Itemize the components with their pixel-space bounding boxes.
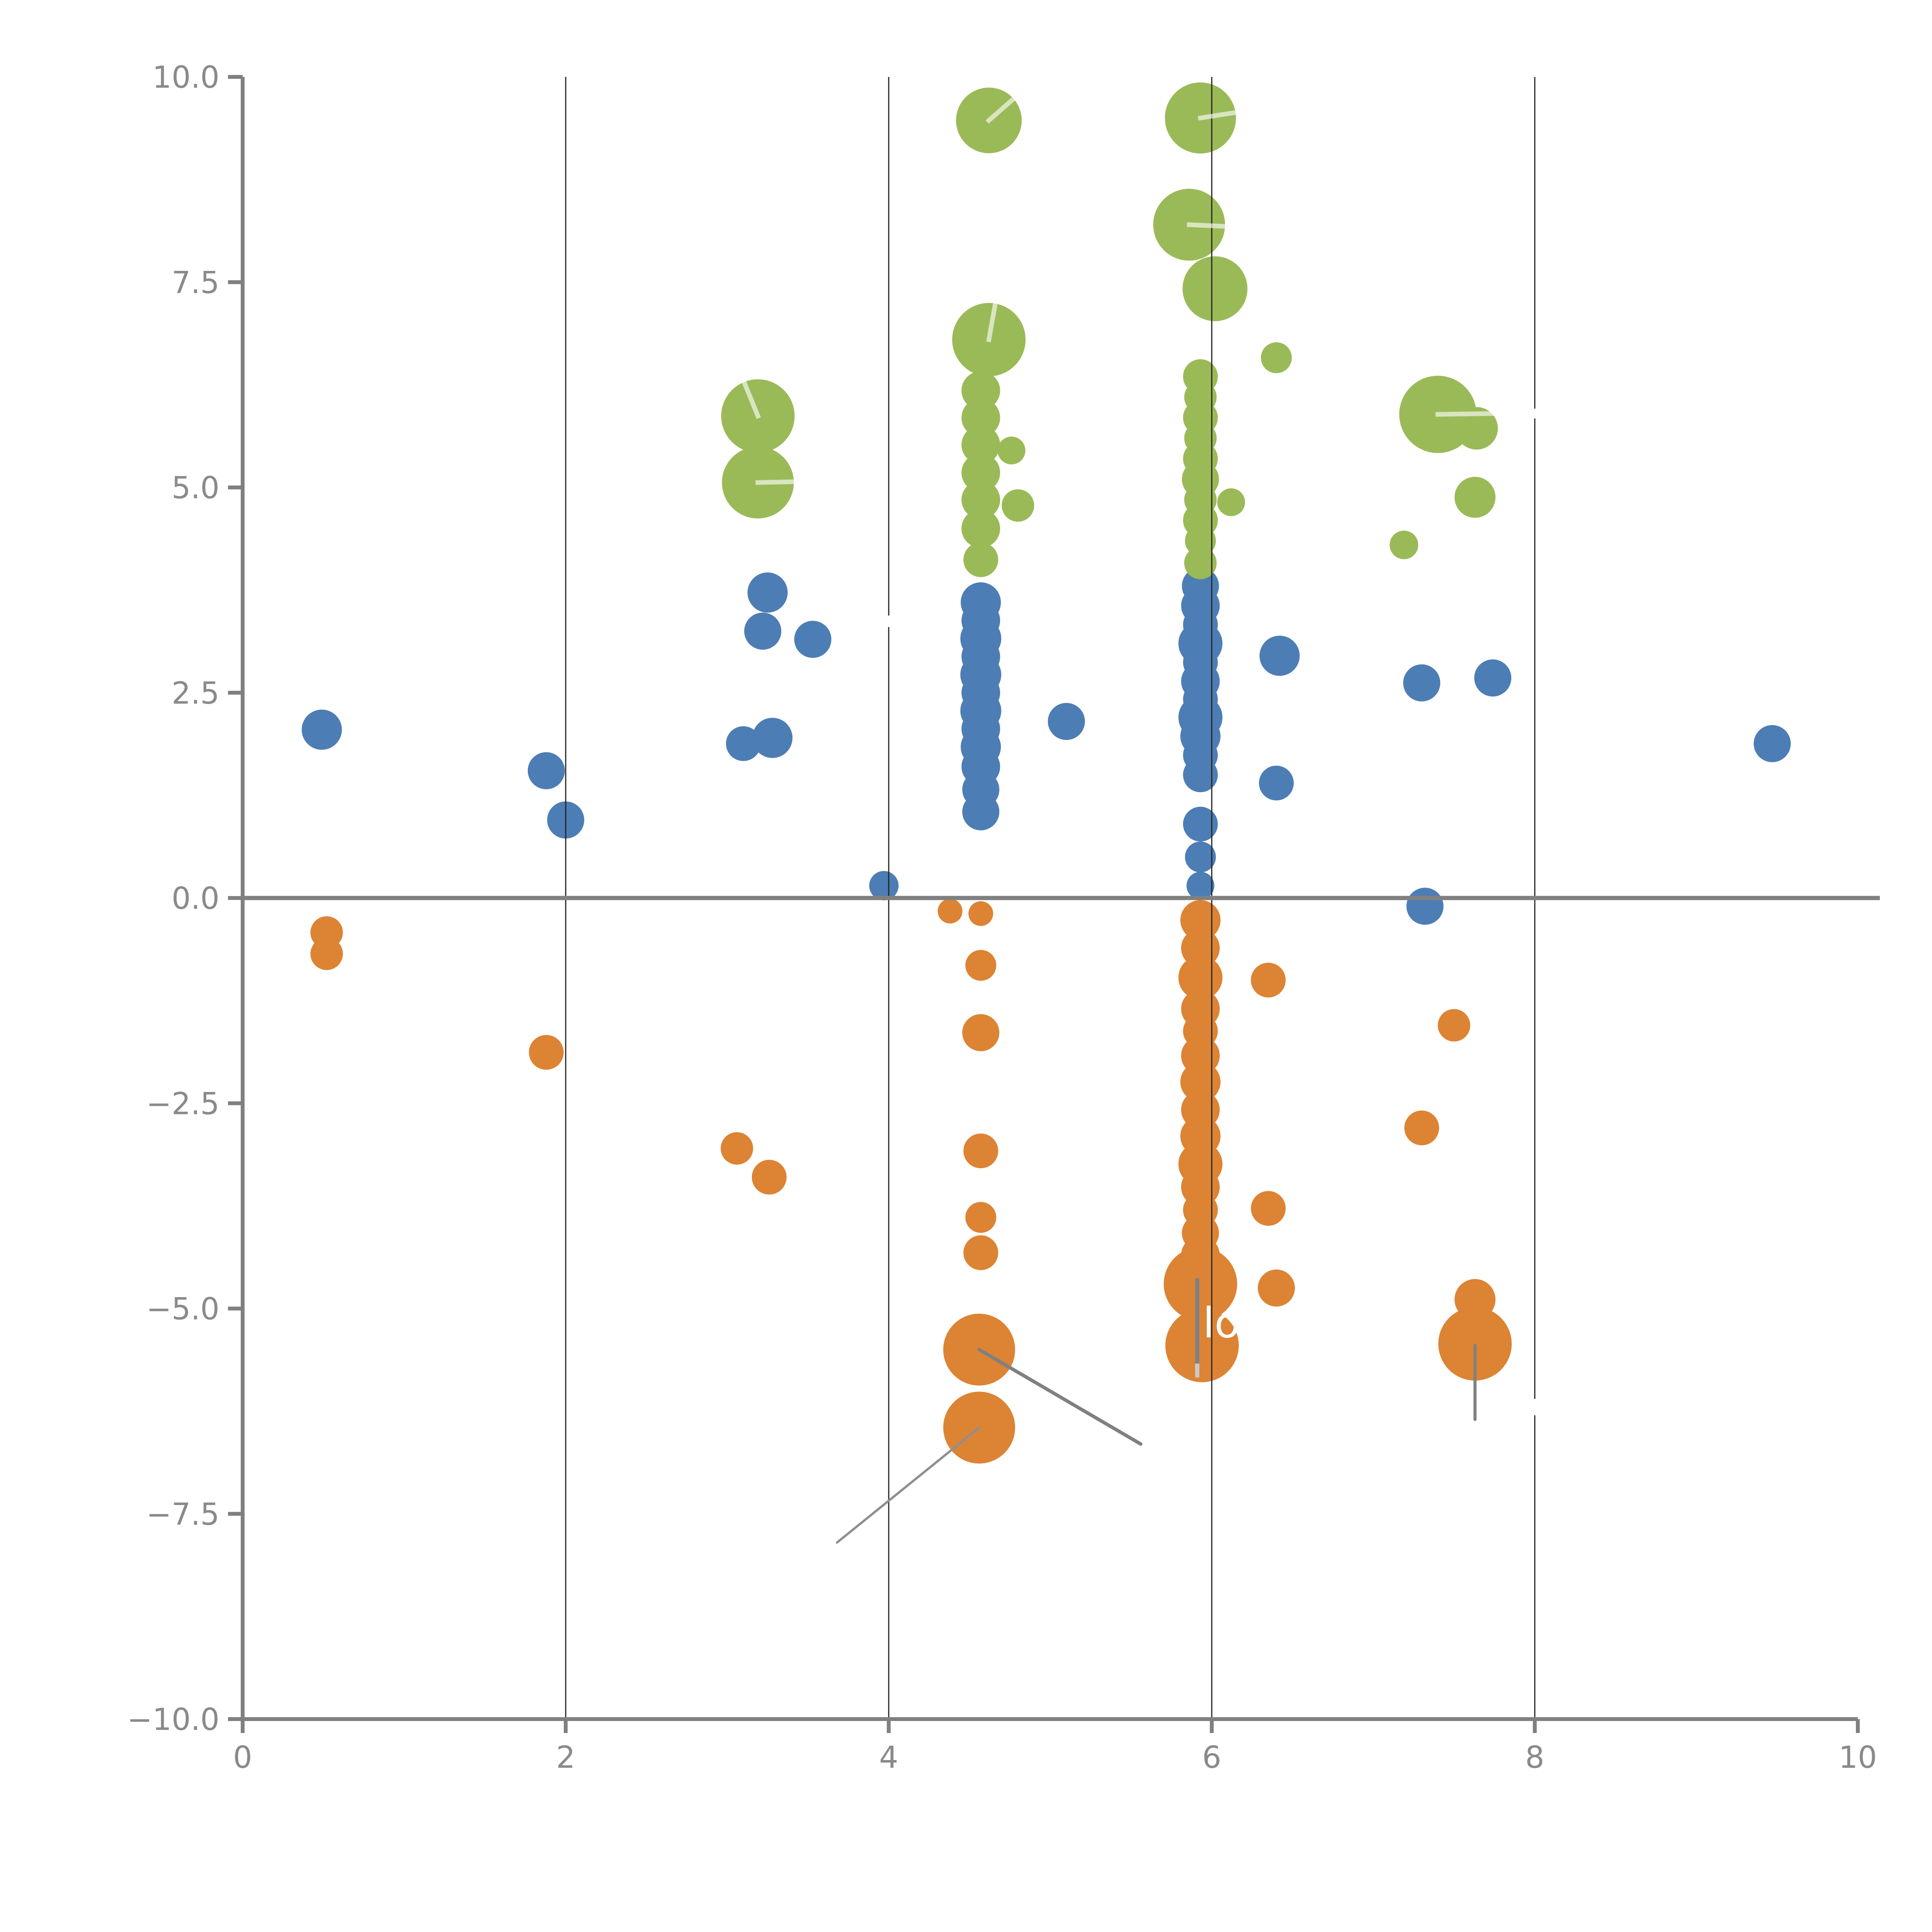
data-point[interactable] — [1454, 477, 1496, 518]
white-annotation-lines — [735, 92, 1545, 485]
white-text-annotation: lo — [1203, 1299, 1240, 1347]
y-tick-label: 2.5 — [172, 676, 219, 711]
y-tick-labels: 10.0 7.5 5.0 2.5 0.0 −2.5 −5.0 −7.5 −10.0 — [127, 60, 219, 1737]
data-point[interactable] — [962, 793, 1000, 830]
data-point[interactable] — [1183, 757, 1218, 793]
data-point[interactable] — [1182, 256, 1248, 321]
data-point[interactable] — [794, 621, 832, 658]
gray-annotation-lines — [836, 1278, 1477, 1544]
data-point[interactable] — [1165, 1309, 1239, 1383]
data-point[interactable] — [1258, 1269, 1295, 1307]
x-tick-label: 4 — [879, 1740, 898, 1775]
data-point[interactable] — [965, 950, 997, 981]
data-point[interactable] — [961, 509, 1000, 548]
data-point[interactable] — [997, 436, 1026, 464]
data-point[interactable] — [1180, 1062, 1221, 1102]
y-tick-label: −2.5 — [146, 1087, 219, 1121]
data-point[interactable] — [1002, 489, 1034, 522]
data-point[interactable] — [1259, 636, 1300, 676]
data-point[interactable] — [1181, 929, 1220, 968]
points-green — [721, 82, 1498, 579]
x-tick-label: 0 — [233, 1740, 252, 1775]
x-tick-label: 6 — [1202, 1740, 1221, 1775]
data-point[interactable] — [1048, 703, 1085, 740]
x-tick-labels: 0 2 4 6 8 10 — [233, 1740, 1877, 1775]
data-point[interactable] — [962, 1014, 1000, 1051]
x-tick-label: 8 — [1525, 1740, 1544, 1775]
data-point[interactable] — [961, 371, 1000, 410]
y-tick-label: −10.0 — [127, 1702, 219, 1737]
data-point[interactable] — [1438, 1009, 1470, 1042]
data-point[interactable] — [1185, 525, 1216, 556]
data-point[interactable] — [1251, 963, 1286, 998]
data-point[interactable] — [968, 901, 993, 926]
points-orange — [310, 899, 1512, 1464]
data-point[interactable] — [1753, 725, 1791, 762]
data-point[interactable] — [937, 899, 963, 923]
data-point[interactable] — [1474, 659, 1512, 697]
x-ticks — [241, 1719, 1860, 1733]
data-point[interactable] — [961, 480, 1000, 519]
data-point[interactable] — [726, 726, 761, 761]
data-point[interactable] — [1261, 342, 1292, 373]
y-tick-label: −7.5 — [146, 1497, 219, 1532]
data-point[interactable] — [961, 398, 1000, 437]
data-point[interactable] — [1251, 1191, 1286, 1226]
data-point[interactable] — [1180, 900, 1221, 940]
data-point[interactable] — [961, 453, 1000, 492]
y-tick-label: 0.0 — [172, 881, 219, 916]
data-point[interactable] — [869, 871, 899, 901]
data-point[interactable] — [1183, 806, 1218, 842]
x-tick-label: 2 — [556, 1740, 575, 1775]
y-tick-label: 10.0 — [152, 60, 219, 95]
data-point[interactable] — [1438, 1307, 1512, 1381]
data-point[interactable] — [752, 718, 793, 758]
y-ticks — [228, 75, 243, 1721]
data-point[interactable] — [1186, 872, 1214, 900]
data-point[interactable] — [963, 1133, 998, 1168]
data-point[interactable] — [527, 752, 565, 789]
data-point[interactable] — [1404, 1111, 1439, 1145]
data-point[interactable] — [1217, 488, 1245, 516]
data-point[interactable] — [1185, 841, 1216, 872]
points-blue — [301, 567, 1791, 925]
data-point[interactable] — [1406, 888, 1444, 925]
data-point[interactable] — [1163, 1247, 1237, 1321]
data-point[interactable] — [747, 572, 788, 613]
data-point[interactable] — [752, 1160, 787, 1195]
y-tick-label: 7.5 — [172, 265, 219, 300]
y-tick-label: −5.0 — [146, 1292, 219, 1327]
data-point[interactable] — [1259, 765, 1294, 801]
data-point[interactable] — [1389, 531, 1418, 560]
data-point[interactable] — [965, 1202, 997, 1233]
data-point[interactable] — [529, 1035, 564, 1070]
x-tick-label: 10 — [1838, 1740, 1877, 1775]
data-point[interactable] — [1455, 407, 1498, 450]
data-point[interactable] — [310, 937, 343, 970]
y-tick-label: 5.0 — [172, 471, 219, 506]
data-point[interactable] — [1184, 547, 1217, 579]
data-point[interactable] — [963, 542, 998, 577]
data-point[interactable] — [744, 612, 781, 650]
data-point[interactable] — [963, 1235, 998, 1270]
data-point[interactable] — [301, 709, 342, 750]
data-point[interactable] — [1403, 664, 1440, 702]
data-point[interactable] — [721, 1132, 753, 1165]
data-point[interactable] — [961, 425, 1000, 464]
